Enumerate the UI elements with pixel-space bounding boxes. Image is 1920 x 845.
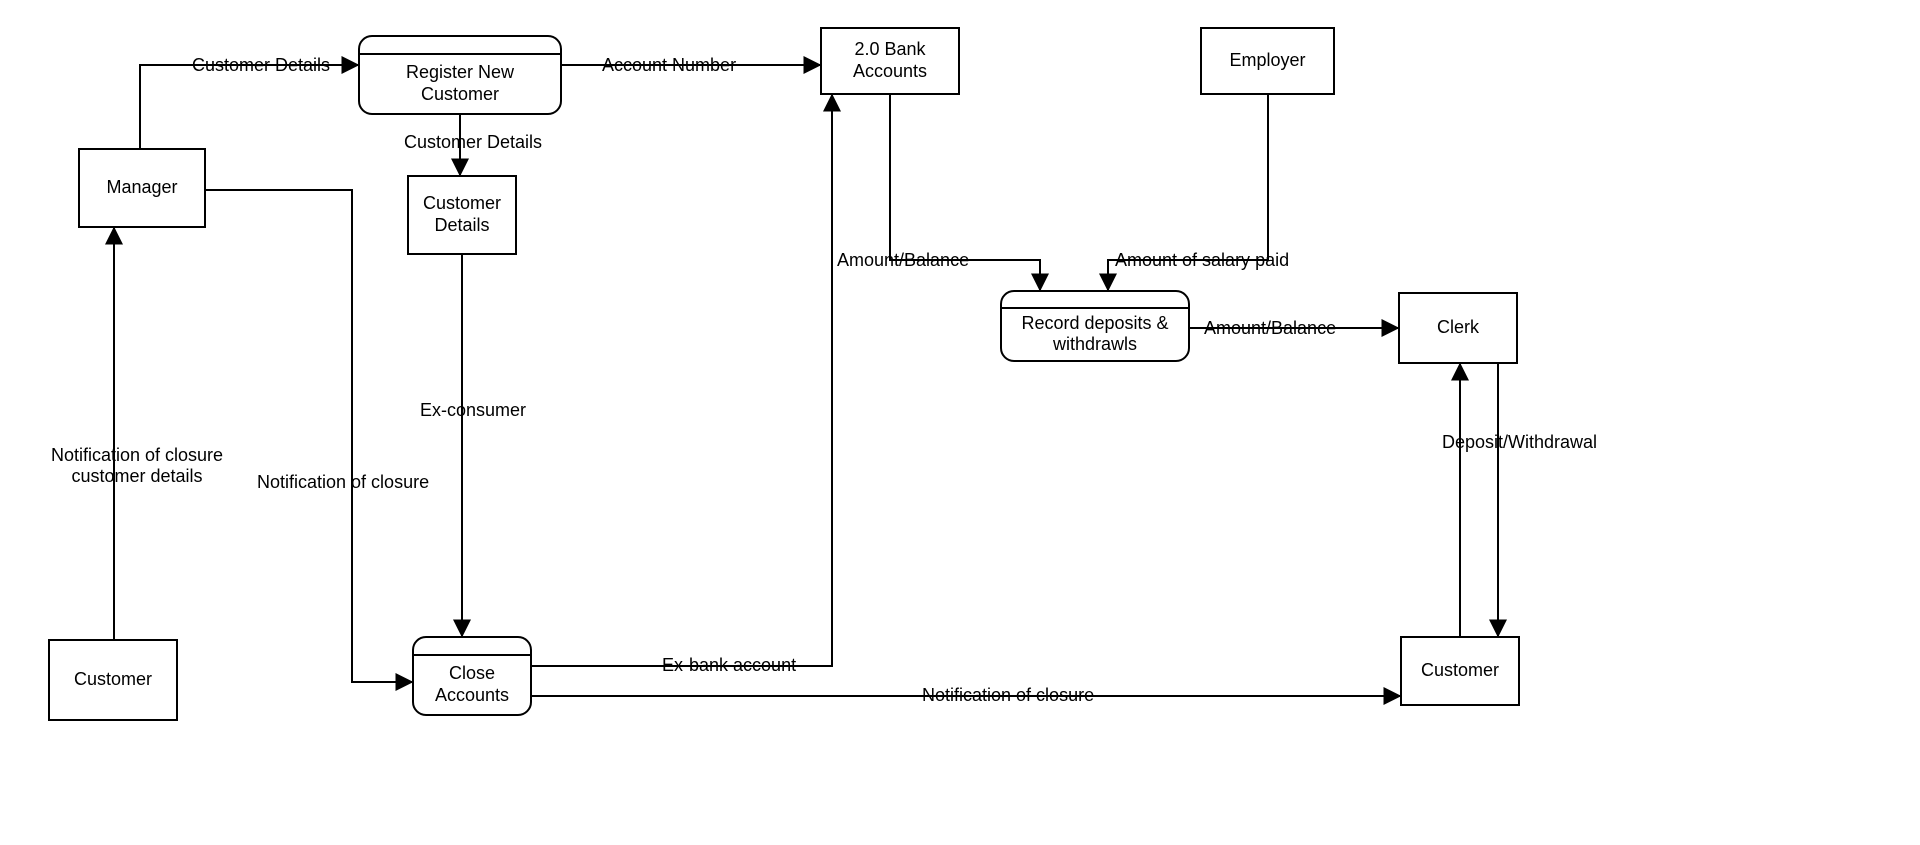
node-label: Customer (74, 669, 152, 691)
node-employer: Employer (1200, 27, 1335, 95)
edges-layer (0, 0, 1920, 845)
edge-mgr-to-reg (140, 65, 358, 148)
edge-label-notification-closure-2: Notification of closure (920, 685, 1096, 706)
node-manager: Manager (78, 148, 206, 228)
node-clerk: Clerk (1398, 292, 1518, 364)
edge-label-amount-salary-paid: Amount of salary paid (1113, 250, 1291, 271)
process-header-bar (360, 37, 560, 55)
edge-label-amount-balance-1: Amount/Balance (835, 250, 971, 271)
node-label: Clerk (1437, 317, 1479, 339)
edge-label-amount-balance-2: Amount/Balance (1202, 318, 1338, 339)
node-label: Close Accounts (422, 663, 522, 706)
edge-label-ex-consumer: Ex-consumer (418, 400, 528, 421)
edge-label-notification-closure-details: Notification of closure customer details (30, 445, 244, 486)
node-close-accounts: Close Accounts (412, 636, 532, 716)
node-label: Register New Customer (368, 62, 552, 105)
edge-label-notification-closure-1: Notification of closure (255, 472, 431, 493)
edge-mgr-to-close (206, 190, 412, 682)
node-label: Employer (1229, 50, 1305, 72)
node-label: Manager (106, 177, 177, 199)
edge-label-account-number: Account Number (600, 55, 738, 76)
diagram-canvas: Manager Customer Customer Details 2.0 Ba… (0, 0, 1920, 845)
node-customer-right: Customer (1400, 636, 1520, 706)
node-label: 2.0 Bank Accounts (822, 39, 958, 82)
edge-label-customer-details-1: Customer Details (190, 55, 332, 76)
node-bank-accounts: 2.0 Bank Accounts (820, 27, 960, 95)
edge-label-deposit-withdrawal: Deposit/Withdrawal (1440, 432, 1599, 453)
node-label: Record deposits & withdrawls (1010, 313, 1180, 356)
node-label: Customer (1421, 660, 1499, 682)
edge-label-customer-details-2: Customer Details (402, 132, 544, 153)
node-customer-details: Customer Details (407, 175, 517, 255)
process-header-bar (1002, 292, 1188, 309)
node-record-deposits-withdrawals: Record deposits & withdrawls (1000, 290, 1190, 362)
process-header-bar (414, 638, 530, 656)
node-customer-left: Customer (48, 639, 178, 721)
edge-close-to-bank (532, 95, 832, 666)
edge-label-ex-bank-account: Ex-bank account (660, 655, 798, 676)
node-label: Customer Details (409, 193, 515, 236)
node-register-new-customer: Register New Customer (358, 35, 562, 115)
